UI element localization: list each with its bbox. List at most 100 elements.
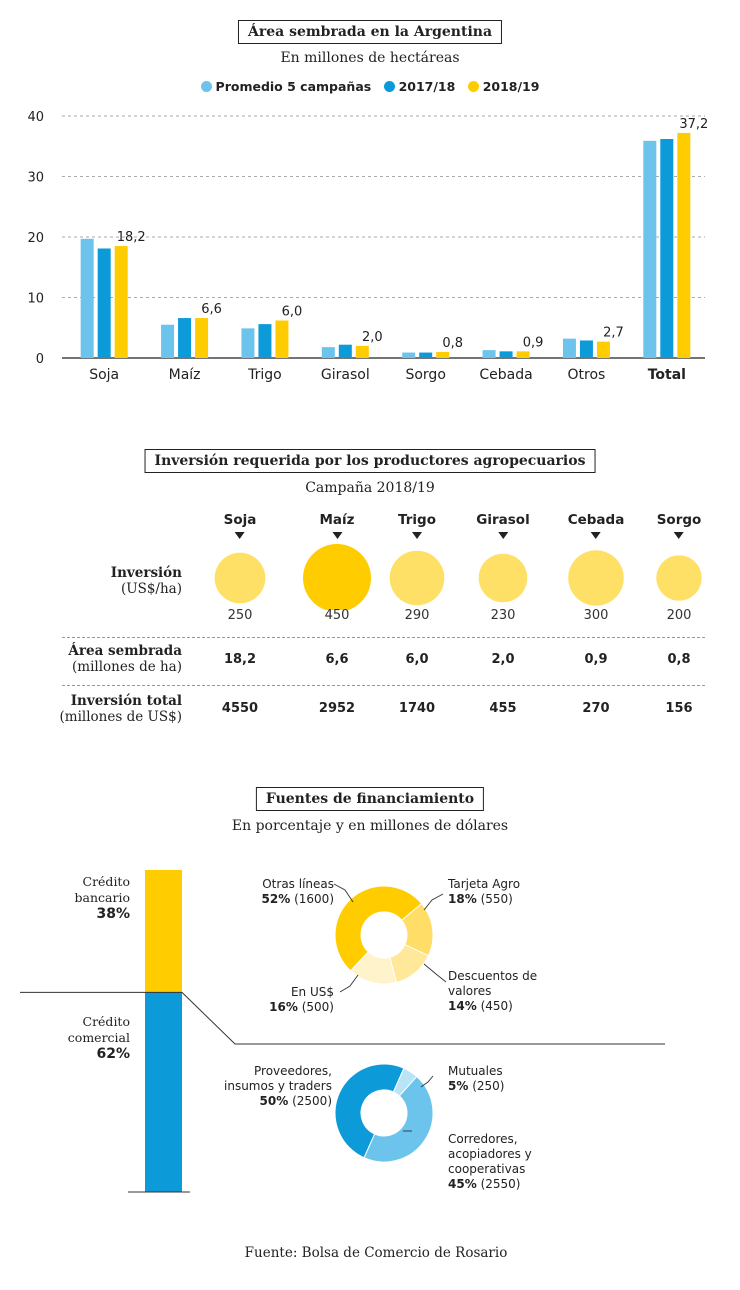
leader-line [420,1075,434,1088]
crop-header-3: Girasol [476,512,530,539]
crop-header-4: Cebada [567,512,625,539]
investment-bubble [478,553,528,603]
x-tick-label: Total [648,367,686,383]
table-cell: 4550 [221,701,259,716]
investment-bubble [389,550,445,606]
bar-sorgo-s0 [402,352,416,358]
y-tick-label: 40 [27,110,44,125]
data-label: 6,0 [282,304,303,319]
bar-girasol-s1 [338,344,352,358]
connector-line [181,992,665,1045]
data-label: 18,2 [117,230,146,245]
label-pct: 45% [448,1177,477,1191]
bar-trigo-s1 [258,324,272,358]
table-cell: 270 [582,701,610,716]
legend-dot [383,81,395,92]
table-cell: 290 [404,608,430,623]
donut-bank-slice-0 [334,885,423,972]
bar-girasol-s0 [321,347,335,358]
table-cell: 18,2 [223,652,257,667]
label-name: Proveedores, insumos y traders [224,1064,332,1093]
label-amount: (2500) [292,1094,332,1108]
table-cell: 200 [666,608,692,623]
y-tick-label: 30 [27,171,44,186]
triangle-down-icon [332,532,342,539]
crop-name: Soja [223,512,257,528]
label-corredores: Corredores, acopiadores y cooperativas 4… [448,1132,544,1192]
crop-header-5: Sorgo [656,512,702,539]
bar-total-s1 [660,138,674,358]
table-cell: 156 [665,701,693,716]
label-tarjeta-agro: Tarjeta Agro 18% (550) [448,877,520,907]
row-label-thin: (millones de ha) [72,659,182,675]
table-cell: 1740 [398,701,436,716]
label-pct: 14% [448,999,477,1013]
x-tick-label: Sorgo [405,367,445,383]
bar-otros-s1 [579,340,593,358]
triangle-down-icon [674,532,684,539]
crop-header-2: Trigo [398,512,436,539]
y-tick-label: 20 [27,231,44,246]
label-pct: 16% [269,1000,298,1014]
x-tick-label: Otros [568,367,606,383]
y-tick-label: 0 [36,352,44,367]
label-amount: (550) [480,892,513,906]
bar-trigo-s2 [275,320,289,358]
investment-bubble [214,552,266,604]
label-amount: (500) [301,1000,334,1014]
stack-label-comercial: Crédito comercial 62% [20,1014,130,1062]
row-label-bold: Área sembrada [68,643,182,659]
investment-bubble [656,555,702,601]
triangle-down-icon [411,532,422,539]
stack-label-text: Crédito bancario [74,874,130,905]
crop-name: Maíz [319,512,355,528]
legend-dot [200,81,212,92]
row-label-thin: (US$/ha) [120,581,182,597]
table-cell: 0,8 [667,652,691,667]
label-pct: 52% [261,892,291,906]
data-label: 37,2 [679,117,708,132]
table-cell: 300 [583,608,609,623]
label-pct: 50% [259,1094,289,1108]
donut-commercial-slice-2 [363,1075,434,1163]
label-pct: 18% [448,892,477,906]
triangle-down-icon [497,532,508,539]
bar-cebada-s2 [516,351,530,358]
row-label-thin: (millones de US$) [59,709,182,725]
bar-sorgo-s2 [436,351,450,358]
table-cell: 6,0 [405,652,429,667]
investment-bubbles [214,544,702,610]
label-otras-lineas: Otras líneas 52% (1600) [262,877,334,907]
investment-bubble [303,544,371,610]
leader-line [339,974,359,993]
bar-total-s2 [677,132,691,358]
table-cell: 2952 [318,701,356,716]
crop-name: Sorgo [656,512,702,528]
bar-total-s0 [643,140,657,358]
chart1-legend: Promedio 5 campañas 2017/18 2018/19 [0,79,740,94]
stack-label-bancario: Crédito bancario 38% [20,874,130,922]
label-name: Descuentos de valores [448,969,538,998]
chart2-title: Inversión requerida por los productores … [144,449,596,473]
data-label: 2,0 [362,330,383,345]
row-label-bold: Inversión [110,565,182,581]
data-label: 0,8 [442,336,463,351]
x-tick-label: Cebada [479,367,532,383]
label-descuentos: Descuentos de valores 14% (450) [448,969,538,1014]
label-name: En US$ [290,985,334,999]
bar-trigo-s0 [241,328,255,358]
divider [62,685,705,686]
label-amount: (450) [480,999,513,1013]
stack-segment-bancario [145,870,182,993]
crop-name: Cebada [567,512,625,528]
legend-label: 2017/18 [398,79,456,94]
data-label: 0,9 [523,335,544,350]
legend-item-promedio: Promedio 5 campañas [200,79,371,94]
chart3-title: Fuentes de financiamiento [255,787,485,811]
table-cell: 6,6 [325,652,349,667]
chart1-subtitle: En millones de hectáreas [280,50,460,66]
label-name: Corredores, acopiadores y cooperativas [448,1132,532,1176]
crop-header-0: Soja [223,512,257,539]
table-cell: 0,9 [584,652,608,667]
chart3-subtitle: En porcentaje y en millones de dólares [231,818,509,834]
